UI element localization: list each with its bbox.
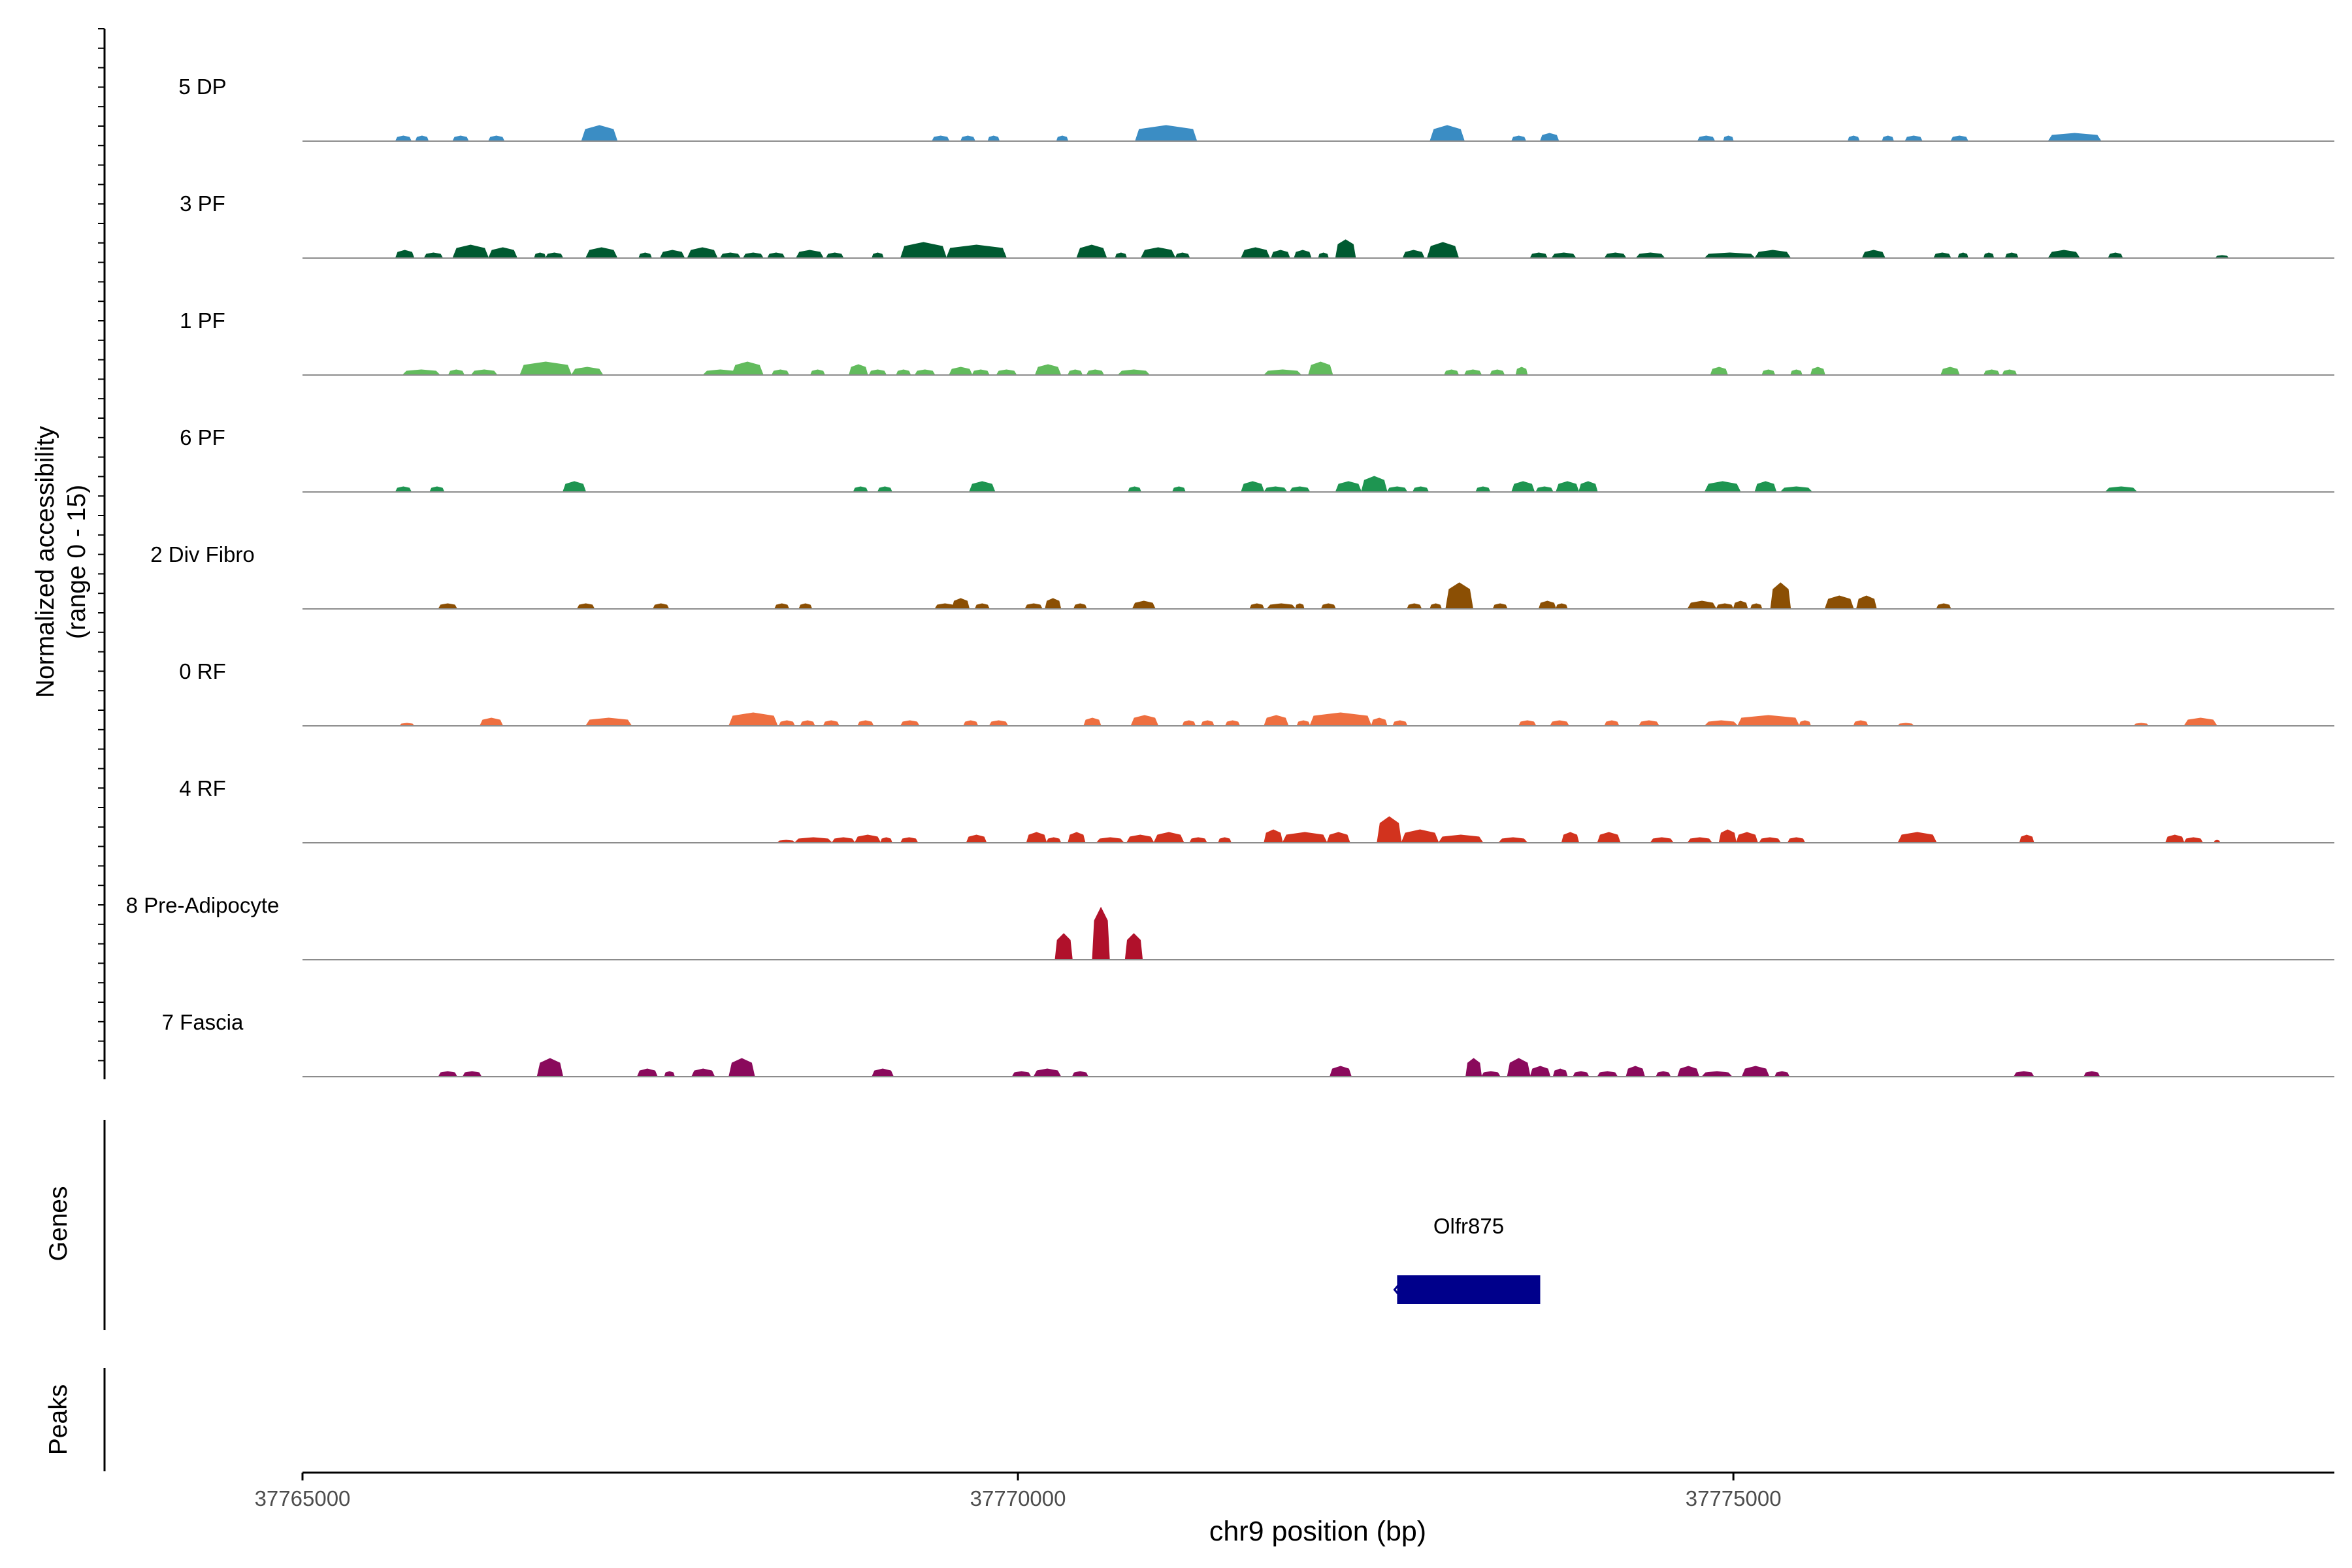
track-6-pf: 6 PF — [180, 425, 2334, 493]
y-axis-title: Normalized accessibility (range 0 - 15) — [31, 425, 91, 698]
coverage-tracks: 5 DP 3 PF 1 PF 6 PF 2 Div Fibro 0 RF 4 RF 8 Pre… — [126, 74, 2334, 1077]
y-axis-range-label: (range 0 - 15) — [63, 485, 91, 639]
track-label: 1 PF — [180, 308, 225, 333]
track-label: 3 PF — [180, 191, 225, 216]
peak-mark — [1704, 252, 1756, 259]
genes-panel-label: Genes — [44, 1186, 73, 1262]
track-label: 8 Pre-Adipocyte — [126, 893, 280, 917]
gene-strand-arrow — [1393, 1281, 1402, 1298]
x-axis-title: chr9 position (bp) — [1209, 1516, 1426, 1547]
gene-body — [1397, 1275, 1541, 1304]
x-tick-label: 37775000 — [1686, 1486, 1782, 1511]
track-5-dp: 5 DP — [178, 74, 2334, 142]
track-label: 6 PF — [180, 425, 225, 449]
gene-annotation-panel: Olfr875 — [1393, 1214, 1541, 1304]
track-2-div-fibro: 2 Div Fibro — [150, 542, 2334, 610]
peaks-panel-label: Peaks — [44, 1384, 73, 1455]
track-label: 7 Fascia — [162, 1010, 244, 1034]
y-axis-label: Normalized accessibility — [31, 425, 59, 698]
track-label: 5 DP — [178, 74, 226, 99]
x-tick-label: 37765000 — [255, 1486, 351, 1511]
track-label: 4 RF — [179, 776, 226, 800]
x-axis: 37765000 37770000 37775000 — [255, 1473, 1782, 1511]
gene-label: Olfr875 — [1433, 1214, 1504, 1238]
y-axis-ticks — [98, 28, 105, 1062]
x-tick-label: 37770000 — [970, 1486, 1066, 1511]
track-4-rf: 4 RF — [179, 776, 2334, 843]
track-label: 2 Div Fibro — [150, 542, 255, 566]
track-label: 0 RF — [179, 659, 226, 683]
track-3-pf: 3 PF — [180, 191, 2334, 259]
track-1-pf: 1 PF — [180, 308, 2334, 376]
track-8-pre-adipocyte: 8 Pre-Adipocyte — [126, 893, 2334, 960]
track-7-fascia: 7 Fascia — [162, 1010, 2334, 1077]
track-0-rf: 0 RF — [179, 659, 2334, 727]
